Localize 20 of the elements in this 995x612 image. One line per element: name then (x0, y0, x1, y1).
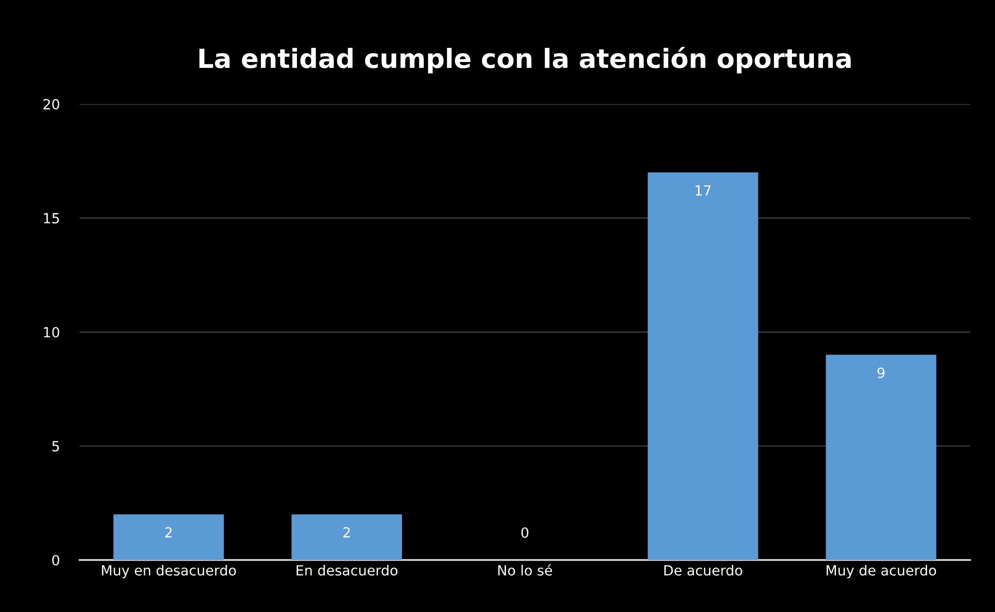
y-tick-label: 15 (44, 213, 59, 224)
x-tick-label: Muy de acuerdo (826, 564, 936, 578)
data-label: 0 (521, 527, 528, 538)
bar (113, 514, 224, 560)
bar (648, 172, 758, 560)
y-tick-label: 20 (44, 99, 60, 110)
y-tick-label: 0 (52, 554, 60, 566)
x-tick-label: De acuerdo (664, 564, 742, 576)
bar (292, 514, 402, 560)
x-tick-label: No lo sé (498, 564, 552, 576)
x-tick-label: En desacuerdo (296, 564, 398, 576)
data-label: 17 (696, 185, 711, 196)
chart-title: La entidad cumple con la atención oportuna (199, 46, 851, 74)
data-label: 2 (343, 527, 350, 538)
y-tick-label: 10 (44, 326, 60, 338)
data-label: 9 (878, 368, 885, 378)
data-label: 2 (165, 527, 172, 538)
y-tick-label: 5 (52, 441, 59, 452)
bar (826, 354, 936, 560)
x-tick-label: Muy en desacuerdo (102, 564, 236, 578)
